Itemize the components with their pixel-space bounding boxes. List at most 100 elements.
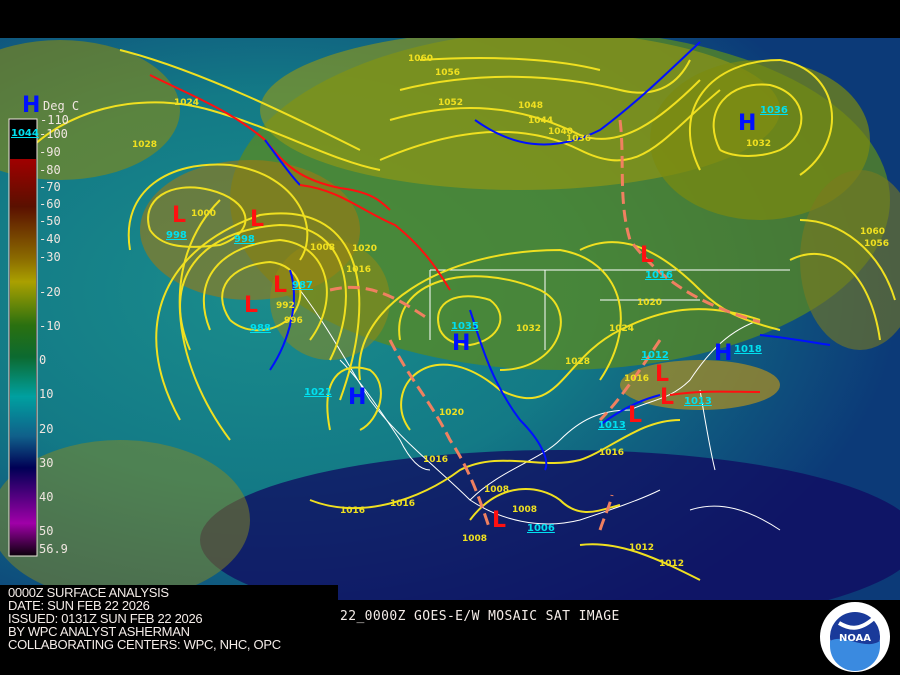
isobar-label: 1024 bbox=[174, 98, 199, 108]
trough bbox=[598, 494, 614, 531]
center-pressure-value: 1044 bbox=[11, 128, 39, 139]
warm-front bbox=[669, 390, 761, 396]
low-pressure-symbol: L bbox=[250, 207, 264, 232]
low-pressure-symbol: L bbox=[660, 385, 674, 410]
isobars bbox=[19, 49, 896, 581]
legend-tick: 40 bbox=[39, 490, 53, 504]
center-pressure-value: 1006 bbox=[527, 523, 555, 534]
analysis-title: 0000Z SURFACE ANALYSIS bbox=[8, 585, 169, 600]
center-pressure-value: 987 bbox=[292, 280, 313, 291]
center-pressure-value: 1013 bbox=[684, 396, 712, 407]
warm-front bbox=[299, 184, 451, 291]
issued-time: ISSUED: 0131Z SUN FEB 22 2026 bbox=[8, 611, 203, 626]
center-pressure-value: 1036 bbox=[760, 105, 788, 116]
isobar-label: 1028 bbox=[565, 357, 590, 367]
legend-tick: 30 bbox=[39, 456, 53, 470]
logo-text: NOAA bbox=[839, 633, 871, 644]
center-pressure-value: 988 bbox=[250, 323, 271, 334]
high-pressure-symbol: H bbox=[738, 111, 756, 136]
isobar-label: 1056 bbox=[864, 239, 889, 249]
isobar-label: 1032 bbox=[516, 324, 541, 334]
cold-front bbox=[269, 269, 295, 371]
legend-tick: -70 bbox=[39, 180, 61, 194]
legend-tick: 50 bbox=[39, 524, 53, 538]
isobar-label: 1016 bbox=[423, 455, 448, 465]
warm-front bbox=[149, 74, 391, 211]
analysis-date: DATE: SUN FEB 22 2026 bbox=[8, 598, 150, 613]
isobar-label: 1024 bbox=[609, 324, 634, 334]
legend-tick: 56.9 bbox=[39, 542, 68, 556]
temperature-color-scale: Deg C -110 -100-90-80-70-60-50-40-30-20-… bbox=[8, 99, 79, 557]
isobar-label: 1060 bbox=[408, 54, 433, 64]
legend-tick: -30 bbox=[39, 250, 61, 264]
isobar-label: 1016 bbox=[390, 499, 415, 509]
center-pressure-value: 998 bbox=[234, 234, 255, 245]
low-pressure-symbol: L bbox=[655, 362, 669, 387]
satellite-image-title: 22_0000Z GOES-E/W MOSAIC SAT IMAGE bbox=[340, 609, 620, 624]
cold-front bbox=[264, 139, 301, 186]
legend-unit-label: Deg C bbox=[43, 99, 79, 113]
trough bbox=[388, 339, 492, 531]
legend-top-label: -110 bbox=[40, 113, 69, 127]
fronts bbox=[149, 41, 831, 531]
isobar-label: 1016 bbox=[340, 506, 365, 516]
legend-tick: 10 bbox=[39, 387, 53, 401]
isobar-label: 996 bbox=[284, 316, 303, 326]
low-pressure-symbol: L bbox=[244, 293, 258, 318]
legend-tick: -80 bbox=[39, 163, 61, 177]
coastlines bbox=[299, 269, 790, 531]
isobar-label: 992 bbox=[276, 301, 295, 311]
low-pressure-symbol: L bbox=[273, 273, 287, 298]
isobar-label: 1020 bbox=[439, 408, 464, 418]
legend-tick: 0 bbox=[39, 353, 46, 367]
legend-tick: -60 bbox=[39, 197, 61, 211]
high-pressure-symbol: H bbox=[714, 341, 732, 366]
legend-tick: -20 bbox=[39, 285, 61, 299]
isobar-label: 1020 bbox=[637, 298, 662, 308]
isobar-label: 1052 bbox=[438, 98, 463, 108]
isobar-label: 1028 bbox=[132, 140, 157, 150]
isobar-label: 1000 bbox=[191, 209, 216, 219]
low-pressure-symbol: L bbox=[492, 508, 506, 533]
isobar-label: 1016 bbox=[346, 265, 371, 275]
center-pressure-value: 1012 bbox=[641, 350, 669, 361]
isobar-label: 1040 bbox=[548, 127, 573, 137]
legend-tick: -40 bbox=[39, 232, 61, 246]
cold-front bbox=[599, 394, 661, 426]
low-pressure-symbol: L bbox=[628, 403, 642, 428]
isobar-label: 1016 bbox=[599, 448, 624, 458]
isobar-label: 1012 bbox=[629, 543, 654, 553]
cold-front bbox=[759, 334, 831, 346]
isobar-label: 1008 bbox=[484, 485, 509, 495]
low-pressure-symbol: L bbox=[640, 243, 654, 268]
center-pressure-value: 1035 bbox=[451, 321, 479, 332]
legend-tick: 20 bbox=[39, 422, 53, 436]
analysis-info: 0000Z SURFACE ANALYSIS DATE: SUN FEB 22 … bbox=[8, 586, 281, 651]
low-pressure-symbol: L bbox=[172, 203, 186, 228]
high-pressure-symbol: H bbox=[452, 331, 470, 356]
legend-tick: -100 bbox=[39, 127, 68, 141]
center-pressure-value: 998 bbox=[166, 230, 187, 241]
trough bbox=[618, 119, 761, 324]
legend-tick: -10 bbox=[39, 319, 61, 333]
isobar-label: 1036 bbox=[566, 134, 591, 144]
high-pressure-symbol: H bbox=[22, 93, 40, 118]
trough bbox=[329, 285, 431, 322]
analyst: BY WPC ANALYST ASHERMAN bbox=[8, 624, 190, 639]
isobar-label: 1012 bbox=[659, 559, 684, 569]
cold-front bbox=[474, 41, 701, 146]
collaborating-centers: COLLABORATING CENTERS: WPC, NHC, OPC bbox=[8, 637, 281, 652]
center-pressure-value: 1016 bbox=[645, 270, 673, 281]
high-pressure-symbol: H bbox=[348, 385, 366, 410]
isobar-label: 1048 bbox=[518, 101, 543, 111]
noaa-logo: NOAA bbox=[820, 602, 890, 672]
legend-tick: -90 bbox=[39, 145, 61, 159]
center-pressure-value: 1021 bbox=[304, 387, 332, 398]
legend-tick: -50 bbox=[39, 214, 61, 228]
trough bbox=[598, 339, 662, 422]
cold-front bbox=[469, 309, 548, 471]
